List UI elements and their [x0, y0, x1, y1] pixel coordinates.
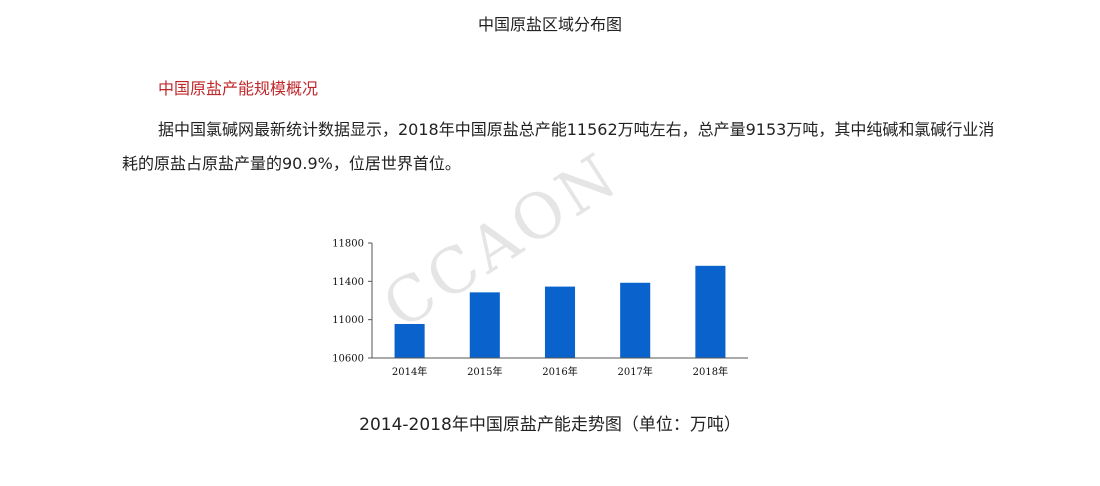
- bar-3: [544, 286, 576, 358]
- bar-1: [394, 323, 425, 358]
- bar-4: [620, 282, 651, 358]
- section-heading: 中国原盐产能规模概况: [158, 79, 319, 98]
- bar-2: [469, 292, 500, 358]
- bar-5: [695, 265, 726, 358]
- chart-title: 2014-2018年中国原盐产能走势图（单位：万吨）: [359, 415, 741, 435]
- y-tick-label: 11800: [332, 239, 364, 250]
- x-tick-label: 2018年: [693, 365, 728, 378]
- y-tick-label: 10600: [332, 354, 364, 365]
- x-tick-label: 2017年: [617, 365, 652, 378]
- x-tick-label: 2016年: [542, 365, 577, 378]
- body-paragraph: 据中国氯碱网最新统计数据显示，2018年中国原盐总产能11562万吨左右，总产量…: [122, 120, 995, 173]
- page-title: 中国原盐区域分布图: [477, 15, 622, 34]
- x-tick-label: 2014年: [392, 365, 427, 378]
- x-tick-label: 2015年: [467, 365, 502, 378]
- bars: [394, 265, 726, 358]
- y-axis: 10600 11000 11400 11800: [332, 239, 373, 365]
- y-tick-label: 11000: [332, 315, 364, 326]
- y-tick-label: 11400: [332, 277, 364, 288]
- chart-canvas: 10600 11000 11400 11800 2014年 2015年 2016年 2017…: [332, 239, 748, 378]
- x-axis: 2014年 2015年 2016年 2017年 2018年: [372, 357, 748, 378]
- bar-chart: 10600 11000 11400 11800 2014年 2015年 2016年 2017…: [320, 228, 770, 388]
